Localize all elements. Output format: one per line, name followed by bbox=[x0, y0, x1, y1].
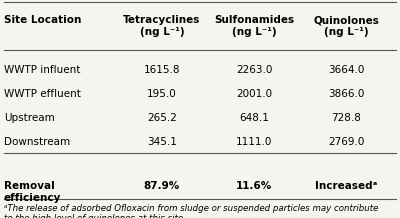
Text: 11.6%: 11.6% bbox=[236, 181, 272, 191]
Text: Removal
efficiency: Removal efficiency bbox=[4, 181, 61, 203]
Text: Quinolones
(ng L⁻¹): Quinolones (ng L⁻¹) bbox=[313, 15, 379, 37]
Text: 2769.0: 2769.0 bbox=[328, 137, 364, 147]
Text: Downstream: Downstream bbox=[4, 137, 70, 147]
Text: 728.8: 728.8 bbox=[331, 113, 361, 123]
Text: 2263.0: 2263.0 bbox=[236, 65, 272, 75]
Text: WWTP influent: WWTP influent bbox=[4, 65, 80, 75]
Text: 265.2: 265.2 bbox=[147, 113, 177, 123]
Text: Tetracyclines
(ng L⁻¹): Tetracyclines (ng L⁻¹) bbox=[123, 15, 201, 37]
Text: WWTP effluent: WWTP effluent bbox=[4, 89, 81, 99]
Text: 87.9%: 87.9% bbox=[144, 181, 180, 191]
Text: Sulfonamides
(ng L⁻¹): Sulfonamides (ng L⁻¹) bbox=[214, 15, 294, 37]
Text: 1615.8: 1615.8 bbox=[144, 65, 180, 75]
Text: 195.0: 195.0 bbox=[147, 89, 177, 99]
Text: 1111.0: 1111.0 bbox=[236, 137, 272, 147]
Text: 648.1: 648.1 bbox=[239, 113, 269, 123]
Text: 3664.0: 3664.0 bbox=[328, 65, 364, 75]
Text: 2001.0: 2001.0 bbox=[236, 89, 272, 99]
Text: Site Location: Site Location bbox=[4, 15, 81, 25]
Text: 3866.0: 3866.0 bbox=[328, 89, 364, 99]
Text: Upstream: Upstream bbox=[4, 113, 55, 123]
Text: Increasedᵃ: Increasedᵃ bbox=[315, 181, 377, 191]
Text: 345.1: 345.1 bbox=[147, 137, 177, 147]
Text: ᵃThe release of adsorbed Ofloxacin from sludge or suspended particles may contri: ᵃThe release of adsorbed Ofloxacin from … bbox=[4, 204, 378, 218]
